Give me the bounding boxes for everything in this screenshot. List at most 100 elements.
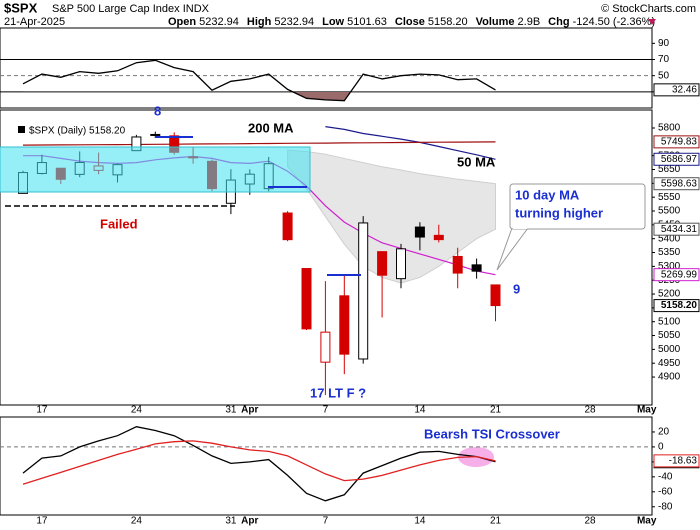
x-tick-label: 21 [490, 405, 502, 416]
y-tick-label: 5200 [658, 289, 681, 300]
price-band [287, 149, 496, 284]
quote-label: Chg [548, 16, 569, 28]
x-tick-label: May [637, 405, 657, 416]
quote-value: 2.9B [518, 16, 541, 28]
x-tick-label: 24 [131, 405, 143, 416]
y-tick-label: 4900 [658, 372, 681, 383]
y-tick-label: 0 [658, 442, 664, 453]
quote-value: 5158.20 [428, 16, 468, 28]
y-tick-label: -80 [658, 501, 673, 512]
series-line [22, 426, 496, 502]
x-tick-label: Apr [241, 516, 258, 527]
value-badge-label: 5434.31 [661, 224, 698, 235]
y-tick-label: 4950 [658, 358, 681, 369]
x-tick-label: 14 [414, 516, 426, 527]
candle-body [452, 255, 463, 274]
moving-average [325, 126, 496, 160]
candle-body [414, 226, 425, 238]
y-tick-label: 5500 [658, 206, 681, 217]
candle-body [150, 133, 161, 136]
quote-label: Close [395, 16, 425, 28]
quote-line: Open 5232.94 High 5232.94 Low 5101.63 Close 515… [168, 16, 655, 28]
tsi-panel [0, 416, 653, 516]
x-tick-label: 17 [36, 405, 48, 416]
annotation: 50 MA [457, 154, 496, 169]
x-tick-label: May [637, 516, 657, 527]
y-tick-label: 5350 [658, 247, 681, 258]
quote-label: Volume [476, 16, 515, 28]
quote-label: High [247, 16, 272, 28]
y-tick-label: 5300 [658, 261, 681, 272]
price-axis: 5800570056505600555055005450540053505300… [36, 123, 700, 416]
value-badge [653, 152, 700, 166]
value-badge-label: 5686.97 [661, 154, 698, 165]
candle-body [358, 222, 369, 360]
value-badge-label: 5749.83 [661, 137, 698, 148]
rsi-axis: 9070503032.46 [652, 38, 700, 97]
series-line [22, 440, 496, 485]
exchange: INDX [183, 3, 210, 15]
date: 21-Apr-2025 [4, 16, 65, 28]
y-tick-label: 90 [658, 38, 670, 49]
tsi-plot [0, 426, 652, 502]
y-tick-label: 5050 [658, 330, 681, 341]
x-tick-label: 31 [225, 516, 237, 527]
candle-body [301, 268, 312, 330]
x-tick-label: 31 [225, 405, 237, 416]
y-tick-label: 5100 [658, 316, 681, 327]
quote-value: 5232.94 [274, 16, 314, 28]
x-tick-label: 7 [323, 405, 329, 416]
candle-body [339, 295, 350, 355]
candle-body [282, 212, 293, 241]
value-badge [653, 83, 700, 97]
annotation: 17 LT F ? [310, 385, 366, 400]
legend-label: $SPX (Daily) 5158.20 [29, 126, 126, 137]
value-badge [653, 222, 700, 236]
quote-value: 5232.94 [199, 16, 239, 28]
candle-body [396, 248, 406, 280]
name: S&P 500 Large Cap Index [52, 3, 180, 15]
moving-average [22, 141, 496, 146]
value-badge-label: -18.63 [669, 456, 698, 467]
y-tick-label: 5650 [658, 164, 681, 175]
y-tick-label: 5000 [658, 344, 681, 355]
annotation: Bearsh TSI Crossover [424, 426, 560, 441]
value-badge-label: 32.46 [672, 84, 697, 95]
value-badge [653, 135, 700, 149]
x-tick-label: 28 [584, 516, 596, 527]
value-badge [653, 268, 700, 282]
symbol-name: S&P 500 Large Cap Index INDX [52, 3, 210, 15]
legend-swatch [18, 126, 25, 133]
y-tick-label: 5400 [658, 233, 681, 244]
y-tick-label: -40 [658, 471, 673, 482]
x-tick-label: 7 [323, 516, 329, 527]
candle-body [471, 264, 482, 272]
value-badge-label: 5598.63 [661, 178, 698, 189]
value-badge-label: 5158.20 [661, 300, 698, 311]
quote-label: Open [168, 16, 196, 28]
candle-body [320, 331, 331, 363]
symbol: $SPX [4, 0, 38, 15]
x-tick-label: 24 [131, 516, 143, 527]
value-badge-label: 5269.99 [661, 269, 698, 280]
y-tick-label: 5550 [658, 192, 681, 203]
candle-body [433, 234, 444, 241]
y-tick-label: 70 [658, 54, 670, 65]
x-tick-label: 28 [584, 405, 596, 416]
series-line [22, 59, 496, 102]
x-tick-label: 17 [36, 516, 48, 527]
candle-body [377, 251, 388, 276]
x-tick-label: Apr [241, 405, 258, 416]
value-badge [653, 454, 700, 468]
value-badge [653, 177, 700, 191]
down-arrow [648, 19, 656, 25]
annotation: Failed [100, 216, 138, 231]
quote-value: 5101.63 [347, 16, 387, 28]
tsi-axis: 200-20-40-60-80-19.85-18.63172431Apr7142… [36, 427, 700, 527]
annotation: 8 [154, 103, 161, 118]
y-tick-label: -60 [658, 486, 673, 497]
candle-body [490, 284, 501, 307]
highlight-box [0, 146, 311, 193]
value-badge [653, 299, 700, 313]
